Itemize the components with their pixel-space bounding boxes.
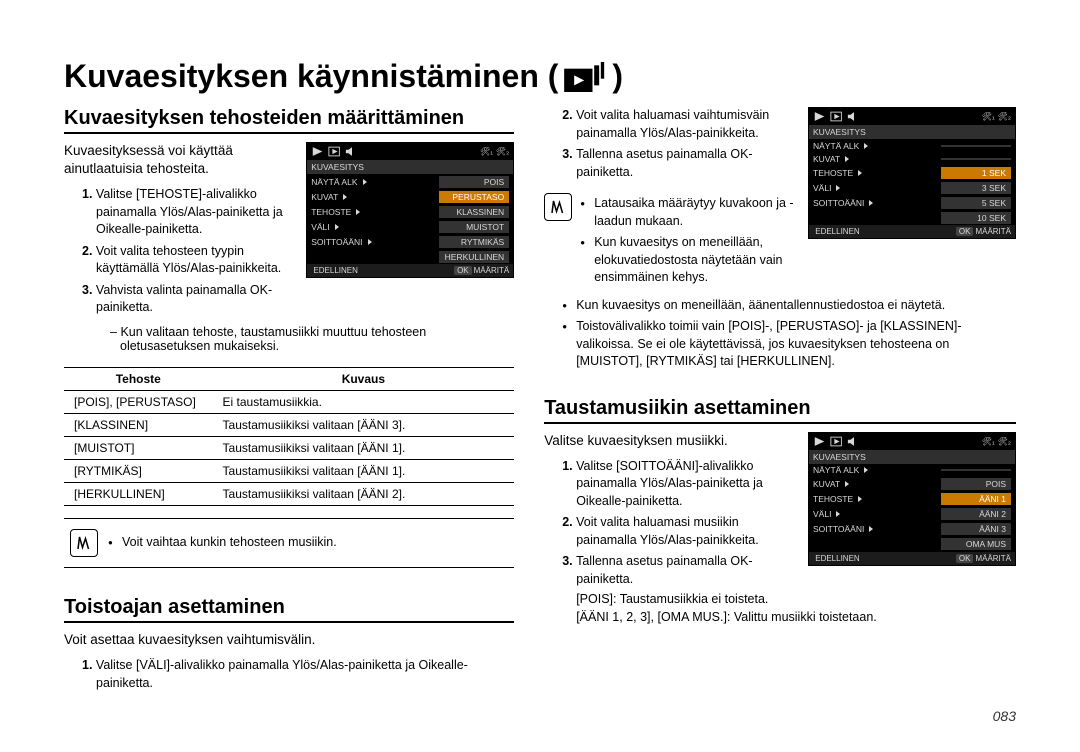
lcd-header: KUVAESITYS — [307, 160, 513, 174]
lcd-row: KUVATPOIS — [809, 477, 1015, 492]
music-step: Tallenna asetus painamalla OK-painiketta… — [562, 553, 794, 588]
lcd-foot-right: MÄÄRITÄ — [975, 227, 1011, 236]
note-icon — [544, 193, 572, 221]
play-icon — [311, 146, 325, 157]
table-cell: [KLASSINEN] — [64, 413, 213, 436]
table-row: [RYTMIKÄS]Taustamusiikiksi valitaan [ÄÄN… — [64, 459, 514, 482]
effects-note-text: Voit vaihtaa kunkin tehosteen musiikin. — [108, 534, 337, 552]
interval-bullet: Kun kuvaesitys on meneillään, äänentalle… — [562, 297, 1016, 315]
lcd-row: OMA MUS — [809, 537, 1015, 552]
table-row: [KLASSINEN]Taustamusiikiksi valitaan [ÄÄ… — [64, 413, 514, 436]
interval-steps-cont: Voit valita haluamasi vaihtumisväin pain… — [562, 107, 794, 181]
play-outline-icon — [328, 146, 342, 157]
page-title: Kuvaesityksen käynnistäminen ( ) — [64, 58, 1016, 95]
lcd-row: NÄYTÄ ALK — [809, 139, 1015, 152]
lcd-row: SOITTOÄÄNIRYTMIKÄS — [307, 234, 513, 249]
play-outline-icon — [830, 436, 844, 447]
table-row: [POIS], [PERUSTASO]Ei taustamusiikkia. — [64, 390, 514, 413]
page-title-text: Kuvaesityksen käynnistäminen ( — [64, 58, 558, 95]
effects-dash-note: Kun valitaan tehoste, taustamusiikki muu… — [108, 325, 514, 353]
lcd-foot-left: EDELLINEN — [815, 227, 859, 236]
music-step: Valitse [SOITTOÄÄNI]-alivalikko painamal… — [562, 458, 794, 511]
lcd-interval: 🛠₁ 🛠₂ KUVAESITYS NÄYTÄ ALKKUVATTEHOSTE1 … — [808, 107, 1016, 239]
music-steps: Valitse [SOITTOÄÄNI]-alivalikko painamal… — [562, 458, 794, 589]
music-step: Voit valita haluamasi musiikin painamall… — [562, 514, 794, 549]
left-column: Kuvaesityksen tehosteiden määrittäminen … — [64, 107, 514, 696]
page-title-suffix: ) — [612, 58, 623, 95]
table-cell: Taustamusiikiksi valitaan [ÄÄNI 3]. — [213, 413, 515, 436]
play-icon — [813, 436, 827, 447]
note-icon — [70, 529, 98, 557]
lcd-row: 10 SEK — [809, 210, 1015, 225]
table-cell: Taustamusiikiksi valitaan [ÄÄNI 2]. — [213, 482, 515, 505]
table-cell: [RYTMIKÄS] — [64, 459, 213, 482]
lcd-foot-right: MÄÄRITÄ — [975, 554, 1011, 563]
lcd-row: VÄLIÄÄNI 2 — [809, 507, 1015, 522]
effects-dash-text: Kun valitaan tehoste, taustamusiikki muu… — [108, 325, 514, 353]
interval-section-title: Toistoajan asettaminen — [64, 596, 514, 623]
lcd-row: KUVAT — [809, 152, 1015, 165]
sound-icon — [345, 146, 359, 157]
effects-intro: Kuvaesityksessä voi käyttää ainutlaatuis… — [64, 142, 292, 178]
lcd-foot-left: EDELLINEN — [815, 554, 859, 563]
interval-bullet: Toistovälivalikko toimii vain [POIS]-, [… — [562, 318, 1016, 371]
lcd-row: SOITTOÄÄNI5 SEK — [809, 195, 1015, 210]
music-after: [ÄÄNI 1, 2, 3], [OMA MUS.]: Valittu musi… — [576, 610, 1016, 624]
effects-note: Voit vaihtaa kunkin tehosteen musiikin. — [64, 518, 514, 568]
interval-step: Tallenna asetus painamalla OK-painiketta… — [562, 146, 794, 181]
lcd-row: TEHOSTE1 SEK — [809, 165, 1015, 180]
table-cell: Ei taustamusiikkia. — [213, 390, 515, 413]
interval-intro: Voit asettaa kuvaesityksen vaihtumisväli… — [64, 631, 514, 649]
table-cell: Taustamusiikiksi valitaan [ÄÄNI 1]. — [213, 459, 515, 482]
lcd-row: VÄLIMUISTOT — [307, 219, 513, 234]
lcd-row: HERKULLINEN — [307, 249, 513, 264]
effects-step: Vahvista valinta painamalla OK-painikett… — [82, 282, 292, 317]
interval-bullet: Latausaika määräytyy kuvakoon ja -laadun… — [580, 195, 794, 230]
play-icon — [813, 111, 827, 122]
lcd-row: SOITTOÄÄNIÄÄNI 3 — [809, 522, 1015, 537]
lcd-header: KUVAESITYS — [809, 125, 1015, 139]
page-number: 083 — [993, 708, 1016, 724]
effects-step: Valitse [TEHOSTE]-alivalikko painamalla … — [82, 186, 292, 239]
lcd-row: TEHOSTEÄÄNI 1 — [809, 492, 1015, 507]
lcd-row: NÄYTÄ ALK — [809, 464, 1015, 477]
interval-step: Valitse [VÄLI]-alivalikko painamalla Ylö… — [82, 657, 514, 692]
lcd-row: TEHOSTEKLASSINEN — [307, 204, 513, 219]
effects-section-title: Kuvaesityksen tehosteiden määrittäminen — [64, 107, 514, 134]
table-cell: [HERKULLINEN] — [64, 482, 213, 505]
table-cell: [MUISTOT] — [64, 436, 213, 459]
lcd-row: VÄLI3 SEK — [809, 180, 1015, 195]
effects-step: Voit valita tehosteen tyypin käyttämällä… — [82, 243, 292, 278]
effects-steps: Valitse [TEHOSTE]-alivalikko painamalla … — [82, 186, 292, 317]
lcd-row: NÄYTÄ ALKPOIS — [307, 174, 513, 189]
music-section-title: Taustamusiikin asettaminen — [544, 397, 1016, 424]
lcd-row: KUVATPERUSTASO — [307, 189, 513, 204]
eff-th: Kuvaus — [213, 367, 515, 390]
table-row: [HERKULLINEN]Taustamusiikiksi valitaan [… — [64, 482, 514, 505]
music-after: [POIS]: Taustamusiikkia ei toisteta. — [576, 592, 794, 606]
right-column: Voit valita haluamasi vaihtumisväin pain… — [544, 107, 1016, 696]
slideshow-icon — [564, 62, 606, 92]
effects-table: Tehoste Kuvaus [POIS], [PERUSTASO]Ei tau… — [64, 367, 514, 506]
interval-step: Voit valita haluamasi vaihtumisväin pain… — [562, 107, 794, 142]
eff-th: Tehoste — [64, 367, 213, 390]
table-row: [MUISTOT]Taustamusiikiksi valitaan [ÄÄNI… — [64, 436, 514, 459]
music-intro: Valitse kuvaesityksen musiikki. — [544, 432, 794, 450]
interval-bullet: Kun kuvaesitys on meneillään, elokuvatie… — [580, 234, 794, 287]
lcd-foot-right: MÄÄRITÄ — [474, 266, 510, 275]
interval-steps: Valitse [VÄLI]-alivalikko painamalla Ylö… — [82, 657, 514, 692]
table-cell: Taustamusiikiksi valitaan [ÄÄNI 1]. — [213, 436, 515, 459]
lcd-music: 🛠₁ 🛠₂ KUVAESITYS NÄYTÄ ALKKUVATPOISTEHOS… — [808, 432, 1016, 566]
lcd-foot-left: EDELLINEN — [313, 266, 357, 275]
lcd-effects: 🛠₁ 🛠₂ KUVAESITYS NÄYTÄ ALKPOISKUVATPERUS… — [306, 142, 514, 278]
sound-icon — [847, 436, 861, 447]
sound-icon — [847, 111, 861, 122]
table-cell: [POIS], [PERUSTASO] — [64, 390, 213, 413]
lcd-header: KUVAESITYS — [809, 450, 1015, 464]
play-outline-icon — [830, 111, 844, 122]
